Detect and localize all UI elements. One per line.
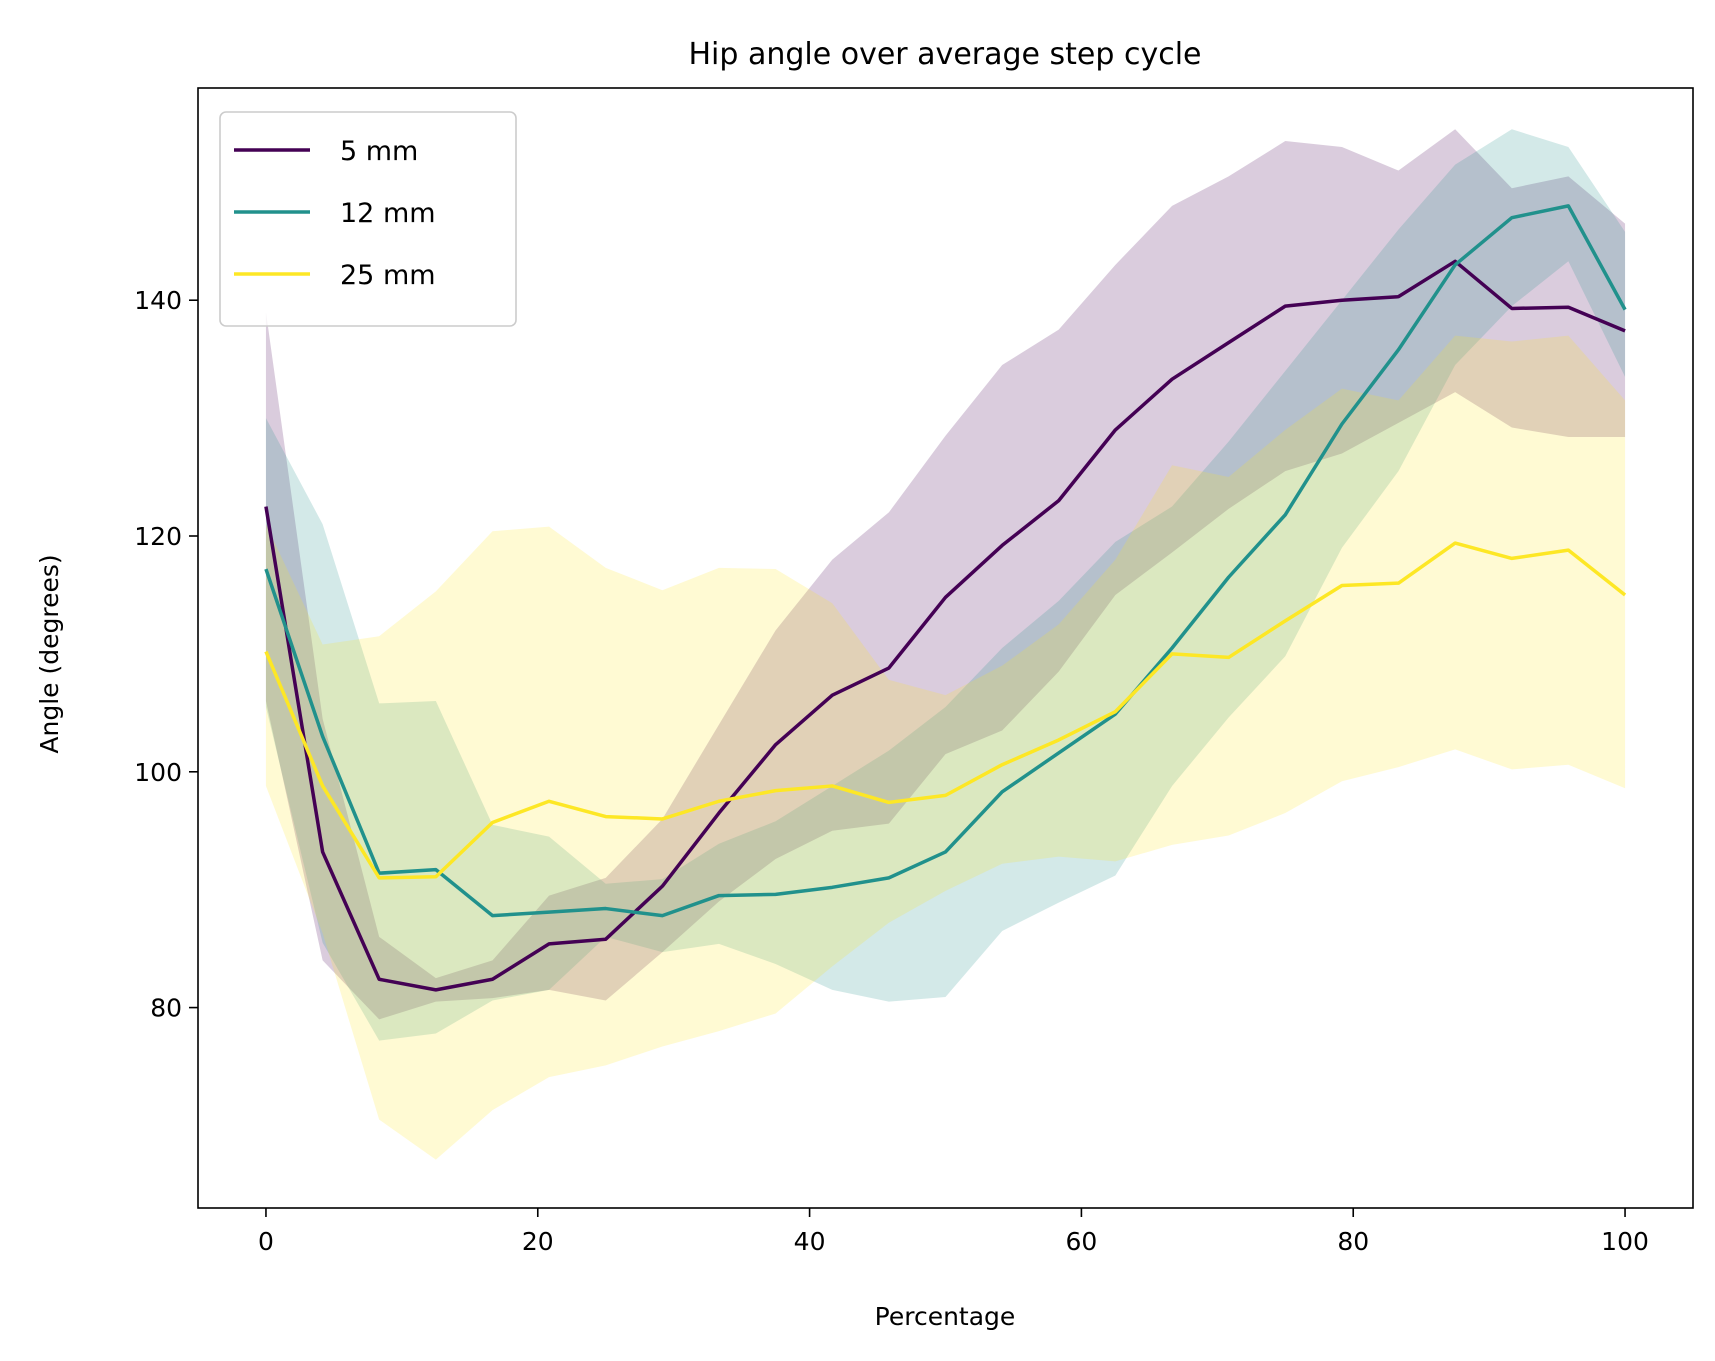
x-tick-label: 100 [1601, 1227, 1649, 1256]
x-tick-label: 80 [1337, 1227, 1369, 1256]
legend-label: 5 mm [340, 136, 418, 167]
x-tick-label: 60 [1066, 1227, 1098, 1256]
legend: 5 mm 12 mm 25 mm [219, 111, 517, 327]
confidence-bands [265, 129, 1626, 1160]
series-lines [264, 204, 1627, 992]
line-series-2 [264, 541, 1627, 880]
band-series-1 [265, 129, 1626, 1041]
line-series-0 [264, 259, 1626, 992]
y-tick-label: 100 [134, 758, 182, 787]
chart-title: Hip angle over average step cycle [689, 37, 1202, 72]
y-tick-label: 140 [134, 286, 182, 315]
axes: 0 20 40 60 80 100 80 100 120 140 [134, 87, 1694, 1256]
line-series-1 [264, 204, 1627, 918]
band-series-2 [265, 335, 1626, 1160]
x-tick-label: 40 [794, 1227, 826, 1256]
legend-label: 25 mm [340, 260, 436, 291]
y-tick-label: 80 [150, 994, 182, 1023]
plot-frame [197, 87, 1694, 1209]
x-tick-label: 0 [258, 1227, 274, 1256]
y-tick-label: 120 [134, 522, 182, 551]
x-tick-label: 20 [522, 1227, 554, 1256]
x-axis-label: Percentage [875, 1302, 1016, 1331]
y-axis-label: Angle (degrees) [35, 554, 64, 753]
band-series-0 [265, 129, 1626, 1020]
legend-label: 12 mm [340, 198, 436, 229]
